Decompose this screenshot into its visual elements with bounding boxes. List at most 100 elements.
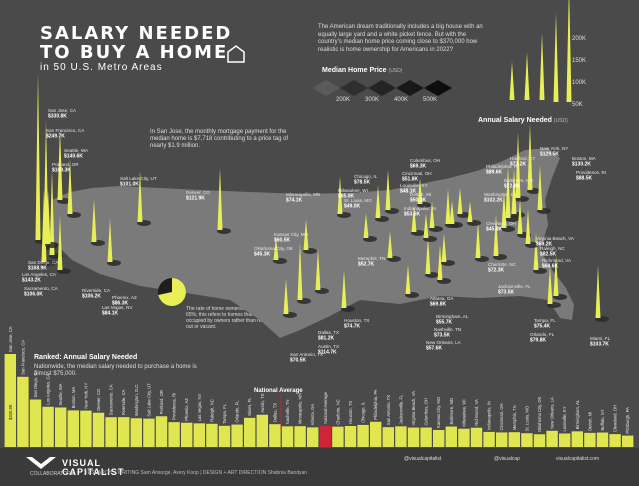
ranked-bar-label: Chicago, IL [361, 401, 366, 423]
ranked-bar [571, 431, 583, 447]
map-spike [91, 199, 97, 242]
ranked-bar-label: Sacramento, CA [109, 384, 114, 415]
ranked-bar-label: Boston, MA [71, 387, 76, 409]
map-city-value: $45.3K [254, 252, 271, 258]
map-spike [517, 198, 523, 234]
ranked-bar-label: Phoenix, AZ [184, 398, 189, 421]
legend-spike [566, 0, 572, 102]
map-spike [493, 214, 499, 256]
ranked-bar-label: Milwaukee, WI [461, 399, 466, 426]
map-spike [525, 209, 531, 244]
map-city-label: Boston, MA [572, 156, 597, 161]
legend-spike [524, 52, 530, 100]
ranked-bar [55, 407, 67, 447]
map-spike [375, 184, 381, 218]
ranked-bar-label: Houston, TX [348, 401, 353, 424]
ranked-bar [67, 410, 79, 447]
map-city-label: Portland, OR [52, 162, 79, 167]
map-spike [475, 221, 481, 258]
map-spike [505, 166, 511, 218]
social-link-instagram[interactable]: @visualcapitalist [404, 456, 442, 462]
ranked-bar [458, 428, 470, 447]
map-city-value: $52.7K [358, 262, 375, 268]
ranked-bar-label: Denver, CO [96, 388, 101, 411]
map-city-value: $129.5K [540, 152, 559, 158]
ranked-bar [17, 376, 29, 447]
ranked-bar [483, 431, 495, 447]
map-spike [49, 169, 55, 255]
map-city-value: $249.7K [46, 134, 65, 140]
map-city-value: $84.1K [102, 311, 119, 317]
ranked-bar [546, 430, 558, 447]
legend-spike [553, 12, 559, 102]
brand-line-1: VISUAL [62, 458, 102, 468]
annual-salary-label: Annual Salary Needed [478, 117, 552, 124]
map-city-value: $106.2K [82, 294, 101, 300]
national-average-bar [319, 425, 331, 447]
ranked-bar-label: Minneapolis, MN [298, 393, 303, 424]
salary-scale-label: 150K [572, 58, 586, 64]
map-city-value: $51.8K [402, 177, 419, 183]
map-city-label: Riverside, CA [82, 288, 111, 293]
map-city-label: Nashville, TN [434, 327, 461, 332]
visual-capitalist-logo-icon [26, 457, 56, 469]
map-spike [553, 255, 559, 296]
map-city-value: $73.5K [498, 290, 515, 296]
ranked-bar-label: Louisville, KY [562, 406, 567, 431]
map-spike [515, 132, 521, 198]
ranked-bar [344, 425, 357, 447]
ranked-bar-label: Detroit, MI [587, 412, 592, 431]
map-city-value: $45.8K [486, 227, 503, 233]
map-city-label: Cincinnati, OH [402, 171, 432, 176]
ranked-bar [231, 424, 243, 447]
price-scale-swatch [424, 80, 452, 96]
map-spike [387, 231, 393, 258]
map-city-value: $114.7K [318, 350, 337, 356]
ranked-bar-label: Charlotte, NC [335, 399, 340, 424]
map-city-value: $143.2K [22, 278, 41, 284]
ranked-bar-label: New Orleans, LA [550, 397, 555, 429]
map-city-label: Philadelphia, PA [486, 164, 520, 169]
map-city-label: Washington, D.C. [484, 192, 520, 197]
salary-scale-label: 100K [572, 80, 586, 86]
ranked-bar [307, 427, 319, 447]
social-link-website[interactable]: visualcapitalist.com [556, 456, 600, 462]
ranked-bar-label: Pittsburgh, PA [625, 407, 630, 434]
map-city-label: New York, NY [540, 146, 568, 151]
ranked-bar-label: Los Angeles, CA [46, 374, 51, 405]
map-city-value: $50.3K [410, 198, 427, 204]
map-city-label: Detroit, MI [410, 192, 431, 197]
map-city-value: $130.2K [572, 162, 591, 168]
map-city-label: Orlando, FL [530, 332, 555, 337]
house-icon [227, 45, 245, 63]
map-city-value: $86.3K [112, 301, 129, 307]
map-city-label: Miami, FL [590, 336, 611, 341]
ranked-bar [193, 423, 205, 447]
map-city-label: San Francisco, CA [46, 128, 85, 133]
price-scale-label: 400K [394, 97, 408, 103]
ranked-bar-label: Memphis, TN [512, 405, 517, 430]
map-city-label: San Diego, CA [28, 260, 59, 265]
ranked-bar-label: St. Louis, MO [524, 405, 529, 431]
map-spike [423, 213, 429, 238]
map-spike [527, 123, 533, 190]
map-spike [437, 244, 443, 280]
map-city-label: Indianapolis, IN [404, 206, 436, 211]
map-city-value: $55.7K [436, 320, 453, 326]
legend-spike [509, 61, 515, 100]
map-spike [533, 232, 539, 270]
price-scale-label: 500K [423, 97, 437, 103]
map-city-value: $60.5K [274, 238, 291, 244]
map-city-value: $48.1K [400, 189, 417, 195]
ranked-bar [445, 426, 457, 447]
map-spike [45, 190, 51, 244]
map-city-label: Milwaukee, WI [338, 188, 368, 193]
social-link-twitter[interactable]: @visualcap [494, 456, 520, 462]
price-scale-label: 200K [336, 97, 350, 103]
ranked-bar-label: Philadelphia, PA [373, 389, 378, 420]
map-spike [417, 178, 423, 204]
map-city-label: Salt Lake City, UT [120, 176, 157, 181]
map-spike [429, 201, 435, 228]
ranked-bar-label: Baltimore, MD [449, 398, 454, 425]
map-spike [385, 170, 391, 210]
